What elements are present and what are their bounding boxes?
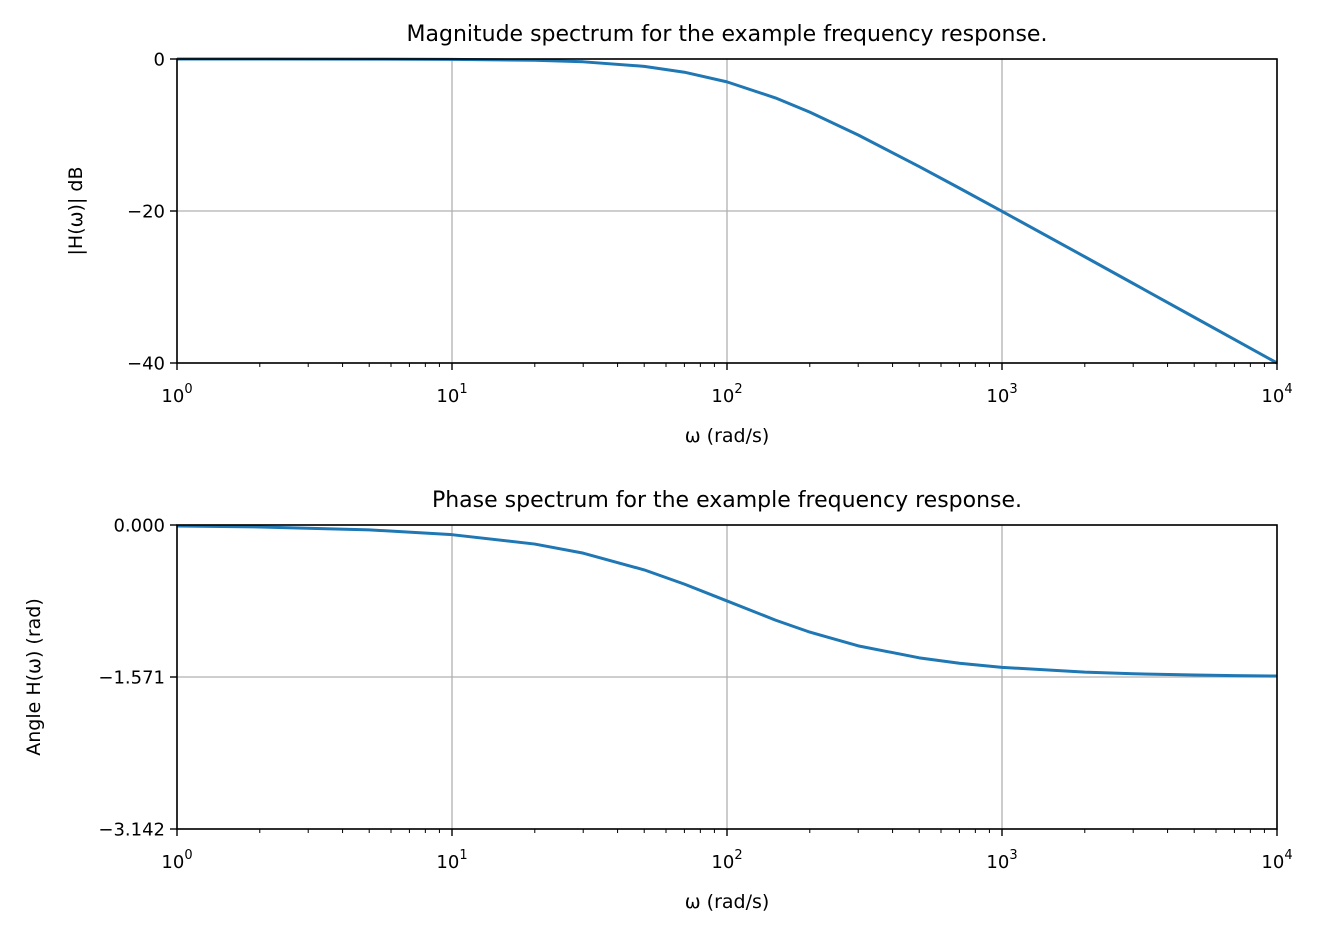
phase-x-tick-exponent: 1 xyxy=(459,848,467,863)
phase-x-tick-exponent: 4 xyxy=(1284,848,1292,863)
phase-series xyxy=(176,524,1278,678)
magnitude-x-tick-label: 102 xyxy=(711,382,742,407)
magnitude-x-tick-base: 10 xyxy=(986,386,1009,407)
phase-x-tick-exponent: 0 xyxy=(184,848,192,863)
magnitude-x-tick-label: 103 xyxy=(986,382,1017,407)
phase-x-ticks: 100 101 102 103 104 xyxy=(161,829,1293,873)
phase-title: Phase spectrum for the example frequency… xyxy=(432,488,1022,513)
phase-x-tick-label: 102 xyxy=(711,848,742,873)
phase-y-tick-label: 0.000 xyxy=(113,516,165,537)
magnitude-y-tick-label: −40 xyxy=(127,354,165,375)
magnitude-y-label: |H(ω)| dB xyxy=(65,167,87,256)
phase-x-tick-label: 101 xyxy=(436,848,467,873)
magnitude-x-tick-base: 10 xyxy=(436,386,459,407)
phase-x-tick-base: 10 xyxy=(161,852,184,873)
magnitude-x-tick-exponent: 1 xyxy=(459,382,467,397)
magnitude-x-tick-base: 10 xyxy=(711,386,734,407)
phase-x-tick-exponent: 2 xyxy=(734,848,742,863)
phase-x-tick-base: 10 xyxy=(986,852,1009,873)
phase-x-tick-base: 10 xyxy=(1261,852,1284,873)
magnitude-y-ticks: 0 −20 −40 xyxy=(127,50,177,375)
phase-x-label: ω (rad/s) xyxy=(685,891,770,913)
magnitude-y-tick-label: −20 xyxy=(127,202,165,223)
magnitude-x-tick-label: 100 xyxy=(161,382,192,407)
magnitude-x-tick-exponent: 4 xyxy=(1284,382,1292,397)
magnitude-x-label: ω (rad/s) xyxy=(685,425,770,447)
magnitude-x-tick-label: 101 xyxy=(436,382,467,407)
phase-y-tick-label: −3.142 xyxy=(98,820,165,841)
magnitude-plot: 100 101 102 103 104 0−20−40 Magnitude spectr… xyxy=(65,22,1293,447)
phase-x-tick-exponent: 3 xyxy=(1009,848,1017,863)
magnitude-x-tick-label: 104 xyxy=(1261,382,1292,407)
phase-y-tick-label: −1.571 xyxy=(98,668,165,689)
phase-series-line xyxy=(176,524,1278,678)
phase-grid xyxy=(176,524,1278,830)
phase-x-tick-label: 104 xyxy=(1261,848,1292,873)
magnitude-x-tick-base: 10 xyxy=(161,386,184,407)
magnitude-x-tick-exponent: 3 xyxy=(1009,382,1017,397)
phase-y-ticks: 0.000 −1.571 −3.142 xyxy=(98,516,177,841)
magnitude-grid xyxy=(176,58,1278,364)
magnitude-x-tick-base: 10 xyxy=(1261,386,1284,407)
magnitude-x-tick-exponent: 0 xyxy=(184,382,192,397)
phase-x-tick-base: 10 xyxy=(436,852,459,873)
phase-x-tick-label: 103 xyxy=(986,848,1017,873)
magnitude-x-ticks: 100 101 102 103 104 xyxy=(161,363,1293,407)
magnitude-title: Magnitude spectrum for the example frequ… xyxy=(407,22,1048,47)
phase-x-tick-base: 10 xyxy=(711,852,734,873)
phase-plot: 100 101 102 103 104 0.000−1.571−3.142 Phase … xyxy=(23,488,1293,913)
phase-x-tick-label: 100 xyxy=(161,848,192,873)
magnitude-y-tick-label: 0 xyxy=(154,50,165,71)
phase-y-label: Angle H(ω) (rad) xyxy=(23,598,45,756)
magnitude-x-tick-exponent: 2 xyxy=(734,382,742,397)
